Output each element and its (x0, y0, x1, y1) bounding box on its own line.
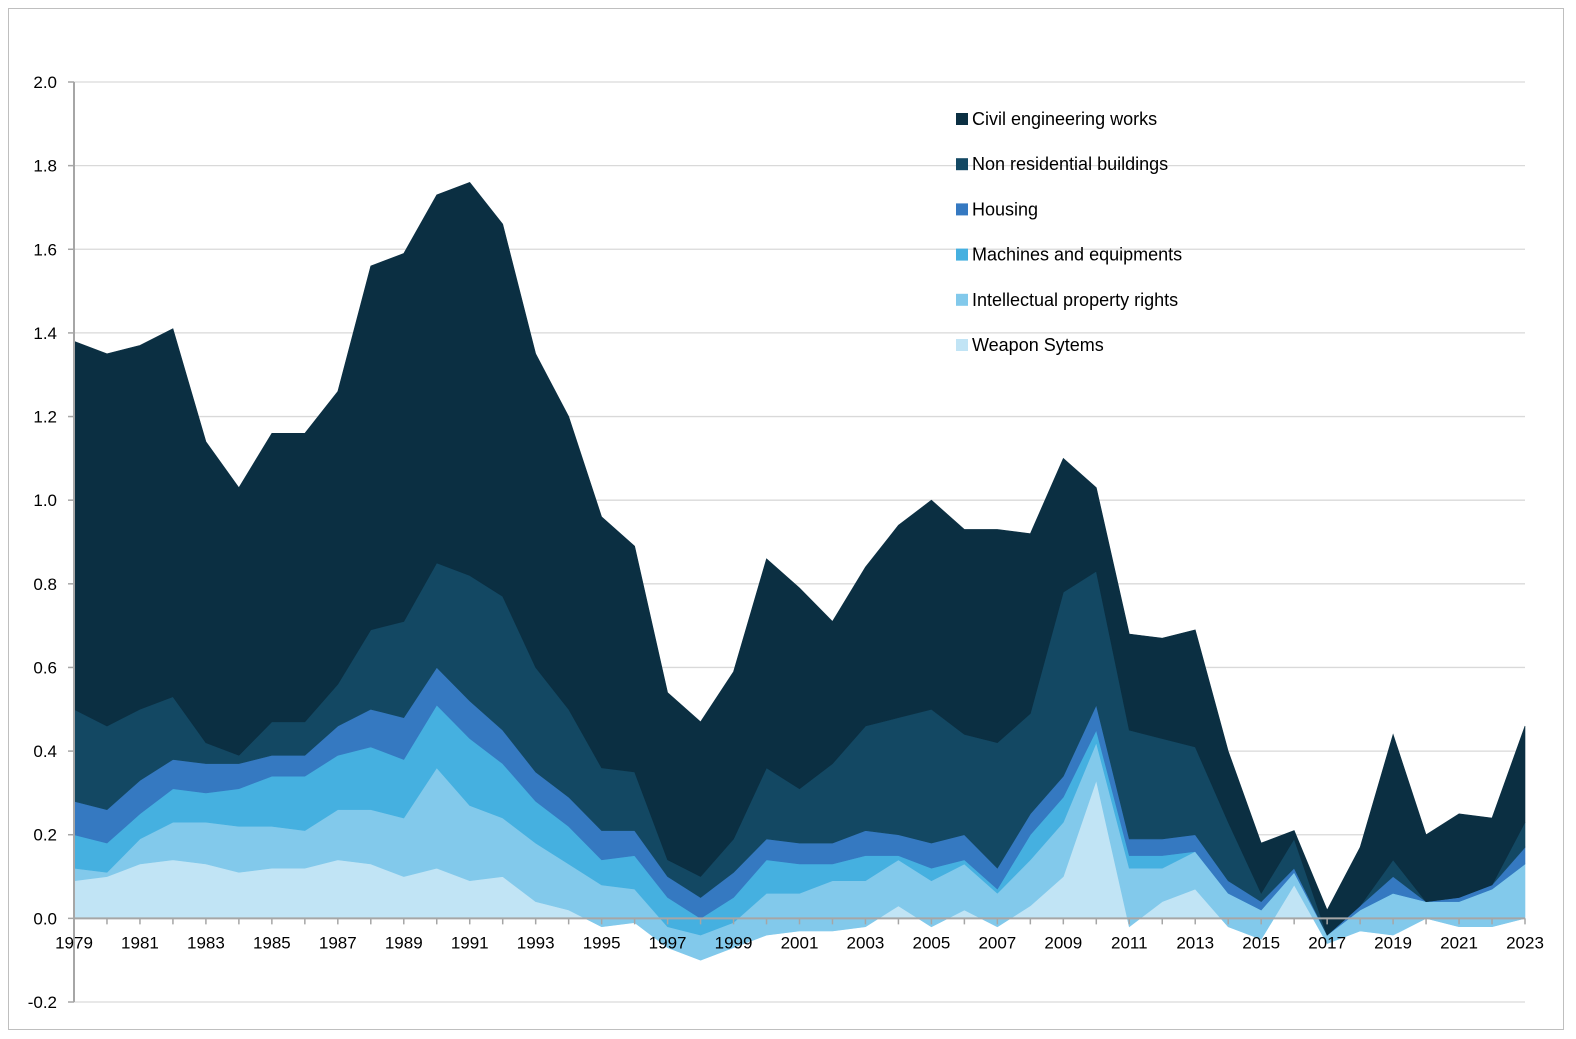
legend-swatch (956, 158, 968, 171)
y-tick-label: 1.8 (33, 157, 57, 176)
y-tick-label: 0.0 (33, 909, 57, 928)
x-tick-label: 1993 (517, 933, 555, 952)
x-tick-label: 2019 (1374, 933, 1412, 952)
x-axis-tick-labels: 1979 1981 1983 1985 1987 1989 1991 1993 1995 1997… (55, 933, 1544, 952)
x-tick-label: 2011 (1111, 933, 1148, 952)
legend-label: Machines and equipments (972, 245, 1182, 265)
x-tick-label: 1985 (253, 933, 291, 952)
legend-swatch (956, 248, 968, 261)
x-tick-label: 1983 (187, 933, 225, 952)
legend: Civil engineering works Non residential b… (956, 109, 1182, 355)
x-tick-label: 2007 (978, 933, 1016, 952)
y-axis-tick-labels: 2.0 1.8 1.6 1.4 1.2 1.0 0.8 0.6 0.4 0.2 0.0 -0.2 (28, 73, 57, 1012)
x-tick-label: 2009 (1044, 933, 1082, 952)
legend-label: Civil engineering works (972, 109, 1157, 129)
x-tick-label: 2021 (1440, 933, 1478, 952)
x-tick-label: 1991 (451, 933, 489, 952)
area-civil-engineering-works (73, 182, 1526, 936)
y-tick-label: 1.6 (33, 240, 57, 259)
x-tick-label: 2013 (1176, 933, 1214, 952)
legend-swatch (956, 293, 968, 306)
x-tick-label: 2003 (847, 933, 885, 952)
x-tick-label: 2023 (1506, 933, 1544, 952)
y-tick-label: 1.4 (33, 324, 57, 343)
x-tick-label: 2005 (912, 933, 950, 952)
x-tick-label: 1989 (385, 933, 423, 952)
legend-label: Intellectual property rights (972, 290, 1178, 310)
legend-swatch (956, 203, 968, 216)
x-tick-label: 1979 (55, 933, 93, 952)
y-tick-label: 1.0 (33, 491, 57, 510)
y-tick-label: -0.2 (28, 993, 57, 1012)
y-tick-label: 1.2 (33, 408, 57, 427)
area-series (73, 182, 1526, 961)
x-tick-label: 1981 (121, 933, 159, 952)
x-tick-label: 1999 (715, 933, 753, 952)
y-tick-label: 0.2 (33, 826, 57, 845)
y-tick-label: 2.0 (33, 73, 57, 92)
legend-label: Housing (972, 199, 1038, 219)
y-tick-label: 0.6 (33, 658, 57, 677)
x-tick-label: 2001 (781, 933, 819, 952)
x-tick-label: 2017 (1308, 933, 1346, 952)
x-tick-label: 2015 (1242, 933, 1280, 952)
legend-label: Weapon Sytems (972, 335, 1104, 355)
legend-swatch (956, 339, 968, 351)
axes (68, 81, 1526, 1003)
x-tick-label: 1997 (649, 933, 687, 952)
y-tick-label: 0.4 (33, 742, 57, 761)
x-tick-label: 1987 (319, 933, 357, 952)
x-tick-label: 1995 (583, 933, 621, 952)
legend-swatch (956, 113, 968, 125)
legend-label: Non residential buildings (972, 154, 1168, 174)
y-tick-label: 0.8 (33, 575, 57, 594)
